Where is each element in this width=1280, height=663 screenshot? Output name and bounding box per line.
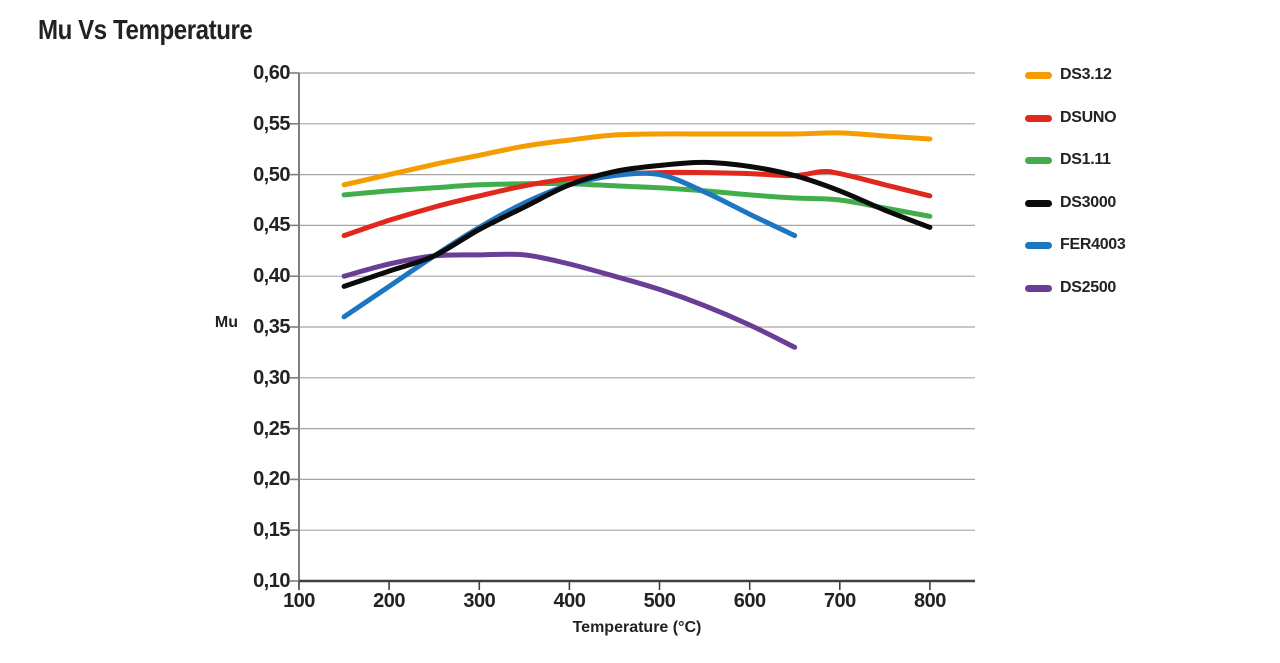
legend-label-dsuno: DSUNO	[1060, 109, 1117, 126]
series-line-ds3000	[341, 159, 933, 289]
y-tick-label: 0,30	[253, 366, 290, 389]
y-tick-label: 0,40	[253, 265, 290, 288]
y-tick-label: 0,50	[253, 163, 290, 186]
y-tick-label: 0,15	[253, 519, 290, 542]
legend-swatch-ds3-12	[1025, 71, 1052, 79]
y-tick-label: 0,25	[253, 417, 290, 440]
x-tick-label: 600	[733, 590, 766, 612]
legend-label-ds3-12: DS3.12	[1060, 66, 1112, 83]
legend-item-ds1-11: DS1.11	[1025, 150, 1111, 170]
x-tick-label: 500	[643, 590, 676, 612]
legend-swatch-dsuno	[1025, 114, 1052, 122]
x-tick-label: 400	[553, 590, 586, 612]
legend-swatch-fer4003	[1025, 241, 1052, 249]
x-tick-label: 100	[283, 590, 315, 612]
series-line-ds3-12	[341, 130, 933, 188]
y-tick-label: 0,20	[253, 468, 290, 491]
legend-item-dsuno: DSUNO	[1025, 108, 1117, 128]
x-tick-label: 700	[823, 590, 856, 612]
legend-label-ds1-11: DS1.11	[1060, 151, 1111, 168]
legend-label-ds2500: DS2500	[1060, 279, 1117, 296]
x-tick-label: 300	[463, 590, 496, 612]
y-tick-label: 0,35	[253, 316, 290, 338]
legend-swatch-ds1-11	[1025, 156, 1052, 164]
series-line-ds1-11	[341, 181, 933, 219]
y-tick-label: 0,10	[253, 570, 290, 592]
chart-title: Mu Vs Temperature	[38, 14, 253, 45]
x-tick-label: 200	[373, 590, 406, 612]
y-tick-label: 0,45	[253, 214, 290, 237]
series-line-ds2500	[341, 251, 798, 350]
legend-label-ds3000: DS3000	[1060, 194, 1117, 211]
legend-swatch-ds2500	[1025, 284, 1052, 292]
y-axis-title: Mu	[214, 314, 238, 331]
legend-item-ds3-12: DS3.12	[1025, 65, 1112, 85]
legend-swatch-ds3000	[1025, 199, 1052, 207]
legend-label-fer4003: FER4003	[1060, 236, 1126, 253]
x-axis-title: Temperature (°C)	[572, 619, 702, 636]
x-tick-label: 800	[913, 590, 946, 612]
y-tick-label: 0,60	[253, 62, 290, 84]
legend-item-fer4003: FER4003	[1025, 235, 1126, 255]
legend-item-ds2500: DS2500	[1025, 278, 1116, 298]
y-tick-label: 0,55	[253, 112, 290, 135]
legend-item-ds3000: DS3000	[1025, 193, 1116, 213]
